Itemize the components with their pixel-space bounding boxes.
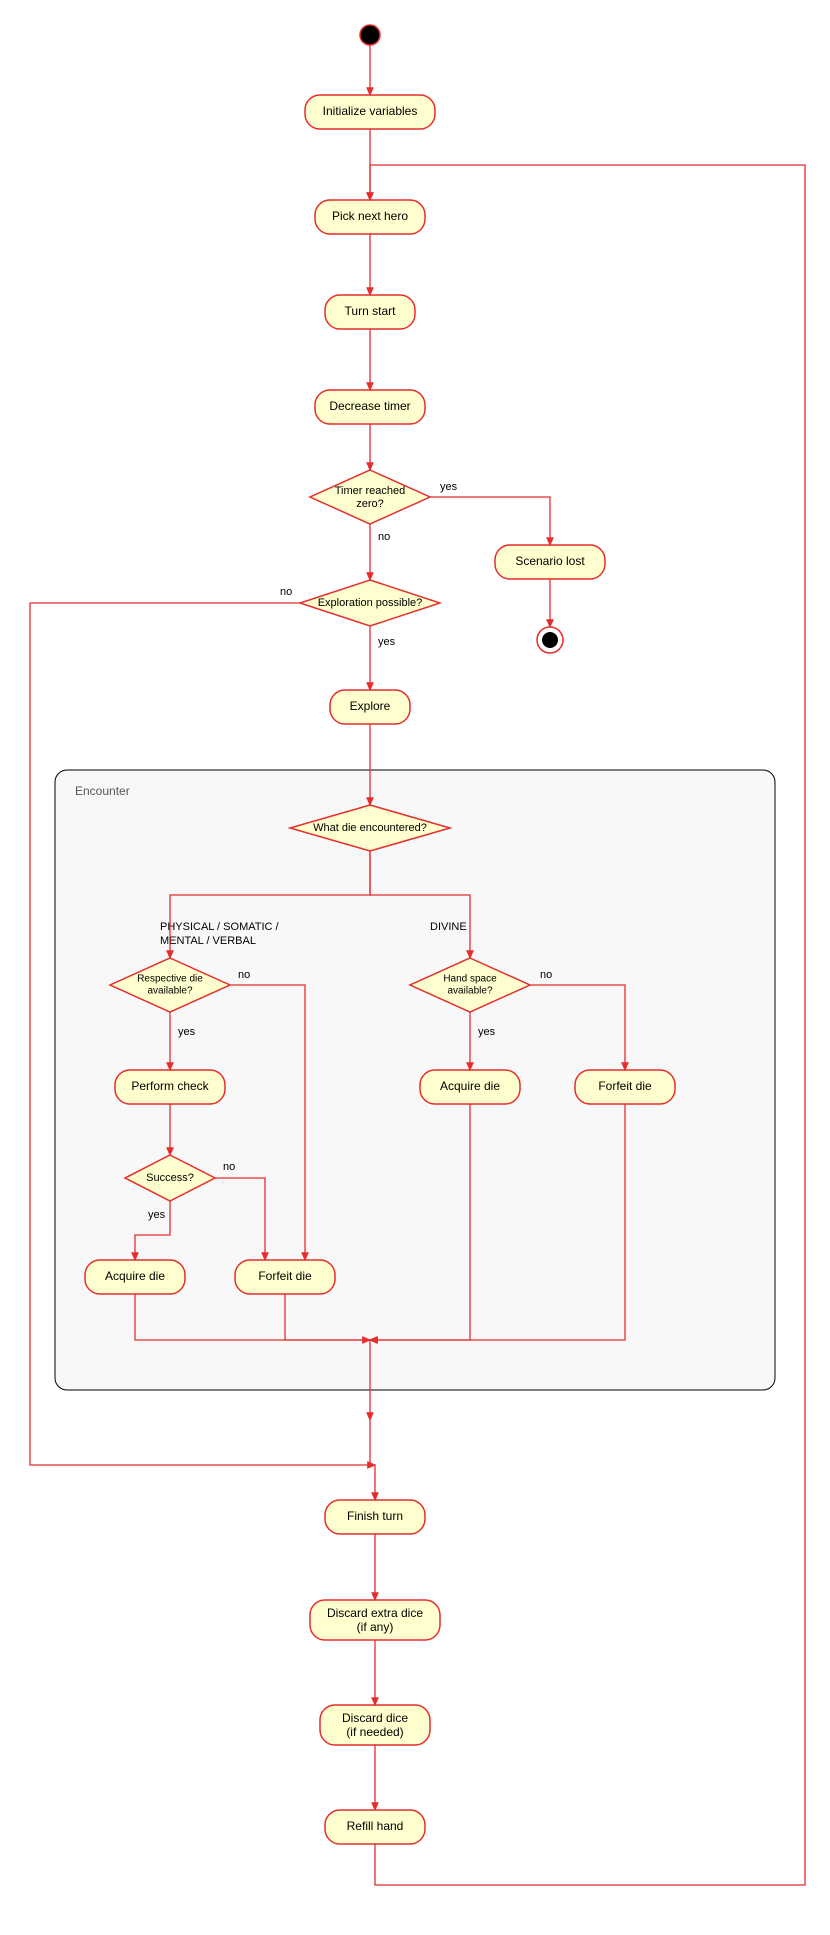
pick-hero-label: Pick next hero bbox=[332, 209, 408, 223]
which-die-label: What die encountered? bbox=[313, 822, 427, 834]
edge-encounter-out bbox=[370, 1420, 375, 1465]
branch-divine: DIVINE bbox=[430, 921, 467, 933]
edge-explore-no-label: no bbox=[280, 586, 292, 598]
activity-diagram: Encounter Initialize variables Pick next… bbox=[0, 0, 830, 1935]
hand-space-l1: Hand space bbox=[443, 974, 497, 985]
edge-explore-yes-label: yes bbox=[378, 636, 396, 648]
acquire-die-left-label: Acquire die bbox=[105, 1269, 165, 1283]
forfeit-die-right-label: Forfeit die bbox=[598, 1079, 652, 1093]
turn-start-label: Turn start bbox=[345, 304, 397, 318]
edge-hand-no-label: no bbox=[540, 969, 552, 981]
frame-title: Encounter bbox=[75, 784, 130, 798]
explore-label: Explore bbox=[350, 699, 391, 713]
discard-need-l2: (if needed) bbox=[346, 1725, 403, 1739]
exploration-decision-label: Exploration possible? bbox=[318, 597, 423, 609]
edge-success-yes-label: yes bbox=[148, 1209, 166, 1221]
edge-timer-yes-label: yes bbox=[440, 481, 458, 493]
refill-hand-label: Refill hand bbox=[347, 1819, 404, 1833]
finish-turn-label: Finish turn bbox=[347, 1509, 403, 1523]
edge-timer-no-label: no bbox=[378, 531, 390, 543]
discard-need-l1: Discard dice bbox=[342, 1711, 408, 1725]
decrease-timer-label: Decrease timer bbox=[329, 399, 410, 413]
edge-resp-no-label: no bbox=[238, 969, 250, 981]
edge-success-no-label: no bbox=[223, 1161, 235, 1173]
edge-resp-yes-label: yes bbox=[178, 1026, 196, 1038]
edge-hand-yes-label: yes bbox=[478, 1026, 496, 1038]
timer-decision-l2: zero? bbox=[356, 498, 384, 510]
final-node-inner bbox=[542, 632, 558, 648]
discard-extra-l1: Discard extra dice bbox=[327, 1606, 423, 1620]
acquire-die-right-label: Acquire die bbox=[440, 1079, 500, 1093]
perform-check-label: Perform check bbox=[131, 1079, 209, 1093]
hand-space-l2: available? bbox=[447, 986, 492, 997]
respective-l2: available? bbox=[147, 986, 192, 997]
branch-physical-l1: PHYSICAL / SOMATIC / bbox=[160, 921, 280, 933]
edge-timer-yes bbox=[430, 497, 550, 545]
success-label: Success? bbox=[146, 1172, 194, 1184]
forfeit-die-left-label: Forfeit die bbox=[258, 1269, 312, 1283]
initialize-label: Initialize variables bbox=[323, 104, 418, 118]
initial-node bbox=[360, 25, 380, 45]
timer-decision-l1: Timer reached bbox=[335, 485, 406, 497]
branch-physical-l2: MENTAL / VERBAL bbox=[160, 935, 256, 947]
scenario-lost-label: Scenario lost bbox=[515, 554, 585, 568]
discard-extra-l2: (if any) bbox=[357, 1620, 394, 1634]
respective-l1: Respective die bbox=[137, 974, 203, 985]
